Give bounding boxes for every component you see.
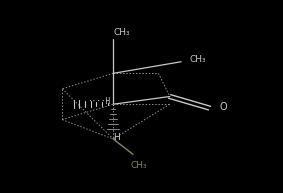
Text: CH₃: CH₃ xyxy=(130,162,147,170)
Text: O: O xyxy=(220,102,227,112)
Text: CH₃: CH₃ xyxy=(190,55,206,64)
Text: ····H: ····H xyxy=(87,97,110,106)
Text: CH₃: CH₃ xyxy=(113,28,130,37)
Text: H: H xyxy=(113,133,119,141)
